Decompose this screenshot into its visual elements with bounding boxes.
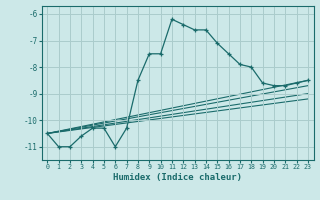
X-axis label: Humidex (Indice chaleur): Humidex (Indice chaleur): [113, 173, 242, 182]
